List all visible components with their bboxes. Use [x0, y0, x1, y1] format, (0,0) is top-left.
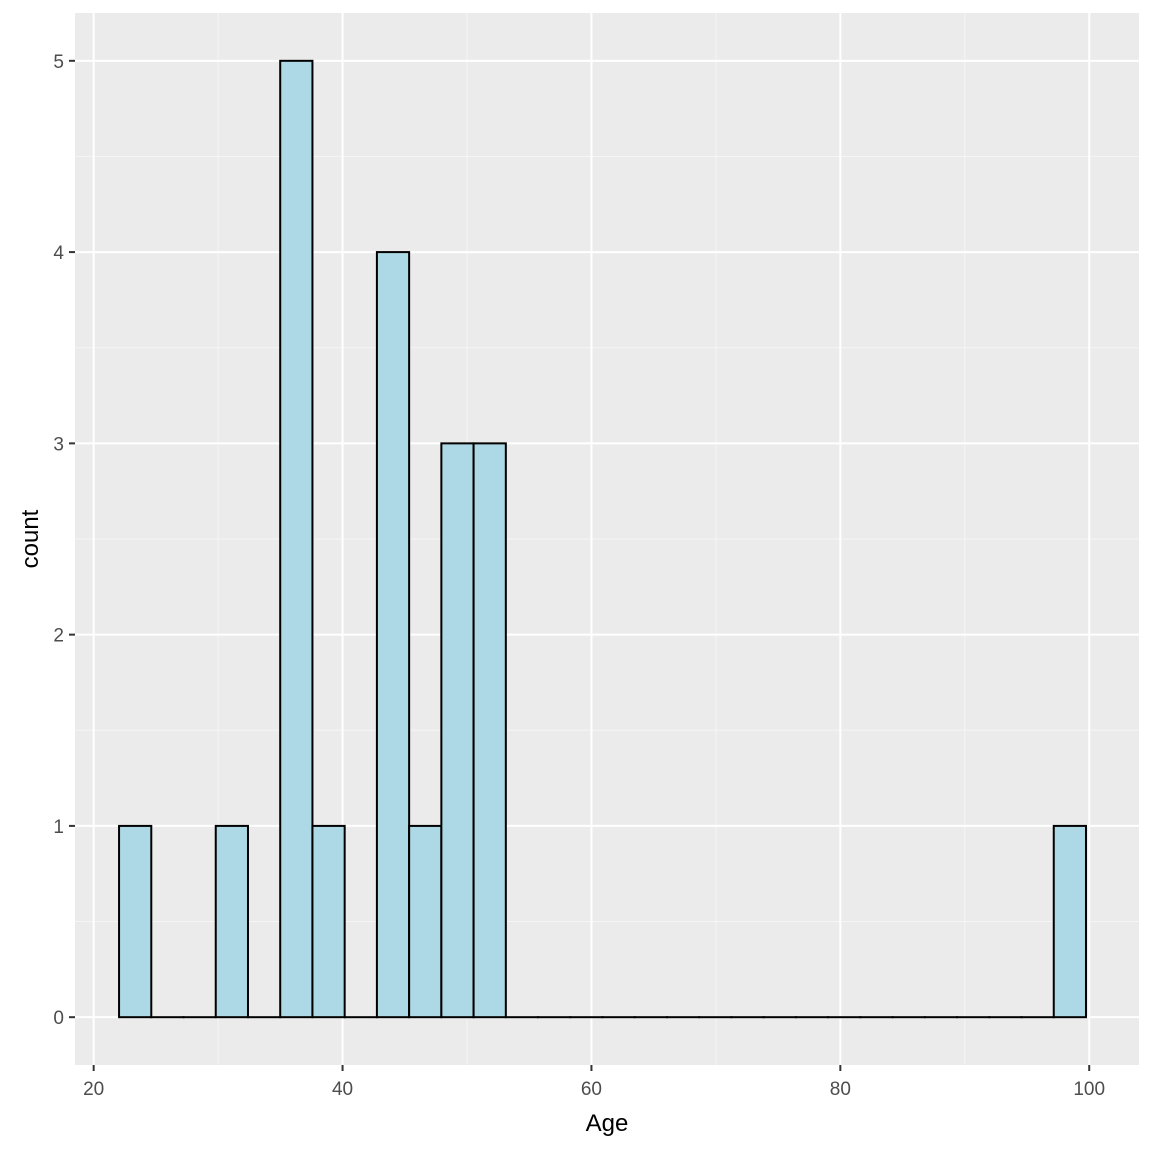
- y-tick-label: 1: [53, 817, 64, 838]
- histogram-bar: [375, 251, 411, 1019]
- x-axis-title: Age: [586, 1110, 629, 1137]
- x-tick-label: 100: [1073, 1079, 1105, 1100]
- histogram-bar: [279, 59, 314, 1019]
- x-tick-label: 80: [830, 1079, 851, 1100]
- histogram-bar: [214, 824, 249, 1019]
- histogram-bar: [440, 442, 475, 1019]
- histogram-bar: [118, 824, 153, 1019]
- y-tick-label: 3: [53, 434, 64, 455]
- histogram-bar: [1052, 824, 1087, 1019]
- x-tick-label: 60: [581, 1079, 602, 1100]
- x-tick-label: 20: [83, 1079, 104, 1100]
- histogram-bar: [311, 824, 346, 1019]
- y-axis-title: count: [17, 509, 44, 568]
- y-tick-label: 5: [53, 52, 64, 73]
- y-tick-label: 4: [53, 243, 64, 264]
- x-axis-ticks: 20 40 60 80 100: [83, 1065, 1105, 1100]
- histogram-bar: [408, 824, 443, 1019]
- histogram-bar: [472, 442, 507, 1019]
- histogram-bars: [118, 59, 1087, 1019]
- y-tick-label: 2: [53, 626, 64, 647]
- y-tick-label: 0: [53, 1008, 64, 1029]
- y-axis-ticks: 0 1 2 3 4 5: [53, 52, 75, 1029]
- x-tick-label: 40: [332, 1079, 353, 1100]
